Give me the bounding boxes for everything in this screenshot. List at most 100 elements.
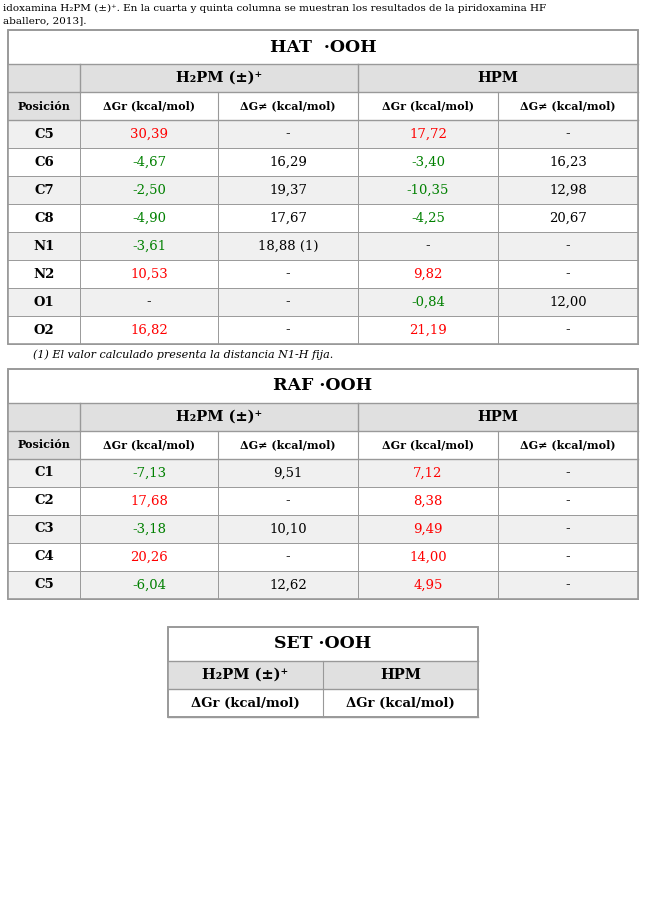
Text: HPM: HPM xyxy=(380,668,421,682)
Text: -4,67: -4,67 xyxy=(132,156,166,168)
Text: RAF ·OOH: RAF ·OOH xyxy=(273,378,373,395)
Text: C7: C7 xyxy=(34,184,54,197)
Text: ΔGr (kcal/mol): ΔGr (kcal/mol) xyxy=(382,100,474,112)
Text: 20,67: 20,67 xyxy=(549,211,587,225)
Bar xyxy=(358,431,498,459)
Bar xyxy=(218,431,358,459)
Text: 9,51: 9,51 xyxy=(273,467,303,480)
Text: 10,53: 10,53 xyxy=(130,268,168,280)
Text: 18,88 (1): 18,88 (1) xyxy=(258,239,318,252)
Text: HPM: HPM xyxy=(477,71,519,85)
Text: -: - xyxy=(566,323,570,337)
Bar xyxy=(8,176,638,204)
Text: ΔGr (kcal/mol): ΔGr (kcal/mol) xyxy=(382,440,474,450)
Text: 17,67: 17,67 xyxy=(269,211,307,225)
Text: -: - xyxy=(286,494,290,508)
Text: ΔGr (kcal/mol): ΔGr (kcal/mol) xyxy=(103,440,195,450)
Bar xyxy=(80,64,358,92)
Text: -2,50: -2,50 xyxy=(132,184,166,197)
Text: N1: N1 xyxy=(34,239,55,252)
Text: (1) El valor calculado presenta la distancia N1-H fija.: (1) El valor calculado presenta la dista… xyxy=(33,349,333,359)
Text: -7,13: -7,13 xyxy=(132,467,166,480)
Text: 9,82: 9,82 xyxy=(413,268,442,280)
Text: 9,49: 9,49 xyxy=(413,522,442,535)
Bar xyxy=(358,92,498,120)
Text: -10,35: -10,35 xyxy=(407,184,449,197)
Text: -: - xyxy=(566,494,570,508)
Text: ΔG≠ (kcal/mol): ΔG≠ (kcal/mol) xyxy=(240,100,336,112)
Text: 21,19: 21,19 xyxy=(409,323,447,337)
Bar xyxy=(8,459,638,487)
Text: C2: C2 xyxy=(34,494,54,508)
Bar xyxy=(8,148,638,176)
Text: C5: C5 xyxy=(34,127,54,140)
Text: -: - xyxy=(286,296,290,308)
Bar xyxy=(168,627,478,717)
Bar xyxy=(218,92,358,120)
Text: -: - xyxy=(566,551,570,563)
Text: C1: C1 xyxy=(34,467,54,480)
Text: 16,23: 16,23 xyxy=(549,156,587,168)
Text: 10,10: 10,10 xyxy=(269,522,307,535)
Bar xyxy=(8,64,80,92)
Text: C4: C4 xyxy=(34,551,54,563)
Bar xyxy=(358,64,638,92)
Bar xyxy=(358,403,638,431)
Bar xyxy=(8,369,638,599)
Text: -3,18: -3,18 xyxy=(132,522,166,535)
Text: -4,25: -4,25 xyxy=(411,211,445,225)
Text: C8: C8 xyxy=(34,211,54,225)
Text: aballero, 2013].: aballero, 2013]. xyxy=(3,16,86,25)
Text: 16,29: 16,29 xyxy=(269,156,307,168)
Text: -: - xyxy=(286,268,290,280)
Text: ΔG≠ (kcal/mol): ΔG≠ (kcal/mol) xyxy=(521,440,616,450)
Text: -: - xyxy=(426,239,430,252)
Bar xyxy=(80,403,358,431)
Text: ΔGr (kcal/mol): ΔGr (kcal/mol) xyxy=(103,100,195,112)
Bar xyxy=(8,431,80,459)
Text: -: - xyxy=(566,467,570,480)
Text: -0,84: -0,84 xyxy=(411,296,445,308)
Bar xyxy=(80,92,218,120)
Text: ΔGr (kcal/mol): ΔGr (kcal/mol) xyxy=(191,696,300,710)
Text: -: - xyxy=(566,579,570,592)
Text: -6,04: -6,04 xyxy=(132,579,166,592)
Bar xyxy=(8,260,638,288)
Text: 16,82: 16,82 xyxy=(130,323,168,337)
Text: -: - xyxy=(566,127,570,140)
Text: H₂PM (±)⁺: H₂PM (±)⁺ xyxy=(176,410,262,424)
Bar xyxy=(8,369,638,599)
Text: 19,37: 19,37 xyxy=(269,184,307,197)
Bar xyxy=(8,403,80,431)
Text: -: - xyxy=(146,296,152,308)
Text: 7,12: 7,12 xyxy=(413,467,442,480)
Text: O2: O2 xyxy=(34,323,54,337)
Text: 12,62: 12,62 xyxy=(269,579,307,592)
Bar xyxy=(8,288,638,316)
Text: 12,00: 12,00 xyxy=(549,296,587,308)
Bar xyxy=(8,30,638,344)
Text: ΔG≠ (kcal/mol): ΔG≠ (kcal/mol) xyxy=(521,100,616,112)
Bar xyxy=(8,515,638,543)
Bar xyxy=(498,431,638,459)
Bar xyxy=(80,431,218,459)
Bar xyxy=(8,120,638,148)
Text: H₂PM (±)⁺: H₂PM (±)⁺ xyxy=(203,668,288,682)
Bar xyxy=(8,543,638,571)
Text: C6: C6 xyxy=(34,156,54,168)
Text: 8,38: 8,38 xyxy=(413,494,442,508)
Text: H₂PM (±)⁺: H₂PM (±)⁺ xyxy=(176,71,262,85)
Text: -3,40: -3,40 xyxy=(411,156,445,168)
Text: ΔGr (kcal/mol): ΔGr (kcal/mol) xyxy=(346,696,455,710)
Bar xyxy=(8,571,638,599)
Bar xyxy=(168,627,478,717)
Text: N2: N2 xyxy=(34,268,55,280)
Text: -: - xyxy=(566,522,570,535)
Text: 30,39: 30,39 xyxy=(130,127,168,140)
Text: Posición: Posición xyxy=(17,100,70,112)
Bar xyxy=(8,92,80,120)
Text: -4,90: -4,90 xyxy=(132,211,166,225)
Bar xyxy=(8,487,638,515)
Text: O1: O1 xyxy=(34,296,54,308)
Text: -: - xyxy=(566,268,570,280)
